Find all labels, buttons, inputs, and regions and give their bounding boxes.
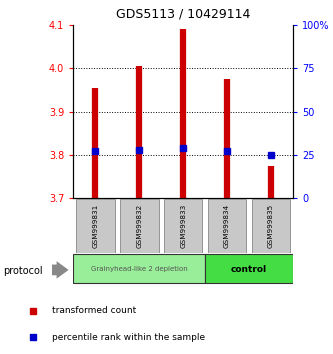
FancyBboxPatch shape <box>205 254 293 283</box>
Text: transformed count: transformed count <box>52 306 136 315</box>
FancyBboxPatch shape <box>208 199 246 252</box>
FancyBboxPatch shape <box>120 199 159 252</box>
Text: GSM999832: GSM999832 <box>136 204 142 248</box>
Text: GSM999834: GSM999834 <box>224 204 230 248</box>
Text: Grainyhead-like 2 depletion: Grainyhead-like 2 depletion <box>91 266 187 272</box>
Text: protocol: protocol <box>3 266 43 276</box>
Text: percentile rank within the sample: percentile rank within the sample <box>52 333 205 342</box>
FancyBboxPatch shape <box>73 254 205 283</box>
Title: GDS5113 / 10429114: GDS5113 / 10429114 <box>116 8 250 21</box>
FancyBboxPatch shape <box>76 199 115 252</box>
FancyBboxPatch shape <box>252 199 290 252</box>
FancyBboxPatch shape <box>164 199 202 252</box>
FancyArrow shape <box>52 261 69 279</box>
Text: GSM999831: GSM999831 <box>92 204 98 248</box>
Text: GSM999835: GSM999835 <box>268 204 274 248</box>
Text: control: control <box>231 264 267 274</box>
Text: GSM999833: GSM999833 <box>180 204 186 248</box>
